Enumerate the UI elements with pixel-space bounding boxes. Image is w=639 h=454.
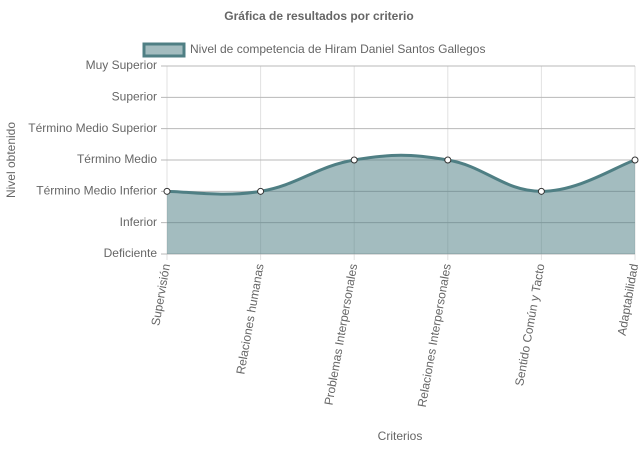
legend-label: Nivel de competencia de Hiram Daniel San… — [190, 42, 485, 56]
y-tick-label: Deficiente — [104, 246, 158, 260]
y-tick-label: Superior — [112, 90, 157, 104]
point — [257, 187, 265, 195]
legend-swatch — [142, 42, 186, 58]
x-tick-label: Adaptabilidad — [615, 263, 639, 337]
y-tick-label: Término Medio — [77, 152, 157, 166]
y-tick-label: Término Medio Inferior — [36, 184, 157, 198]
x-tick-label: Relaciones Interpersonales — [415, 263, 454, 409]
x-tick-label: Problemas Interpersonales — [322, 263, 361, 407]
y-tick-label: Muy Superior — [86, 58, 157, 72]
chart-title: Gráfica de resultados por criterio — [224, 9, 413, 23]
y-tick-label: Término Medio Superior — [28, 121, 157, 135]
x-axis-title: Criterios — [378, 429, 423, 443]
y-tick-label: Inferior — [120, 215, 157, 229]
point — [631, 156, 639, 164]
x-tick-label: Supervisión — [148, 263, 173, 327]
point — [350, 156, 358, 164]
point — [163, 187, 171, 195]
y-axis-title: Nivel obtenido — [4, 122, 18, 198]
x-tick-label: Relaciones humanas — [233, 263, 266, 376]
line — [166, 153, 636, 196]
point — [537, 187, 545, 195]
point — [444, 156, 452, 164]
x-tick-label: Sentido Común y Tacto — [512, 262, 547, 387]
area — [167, 155, 635, 254]
